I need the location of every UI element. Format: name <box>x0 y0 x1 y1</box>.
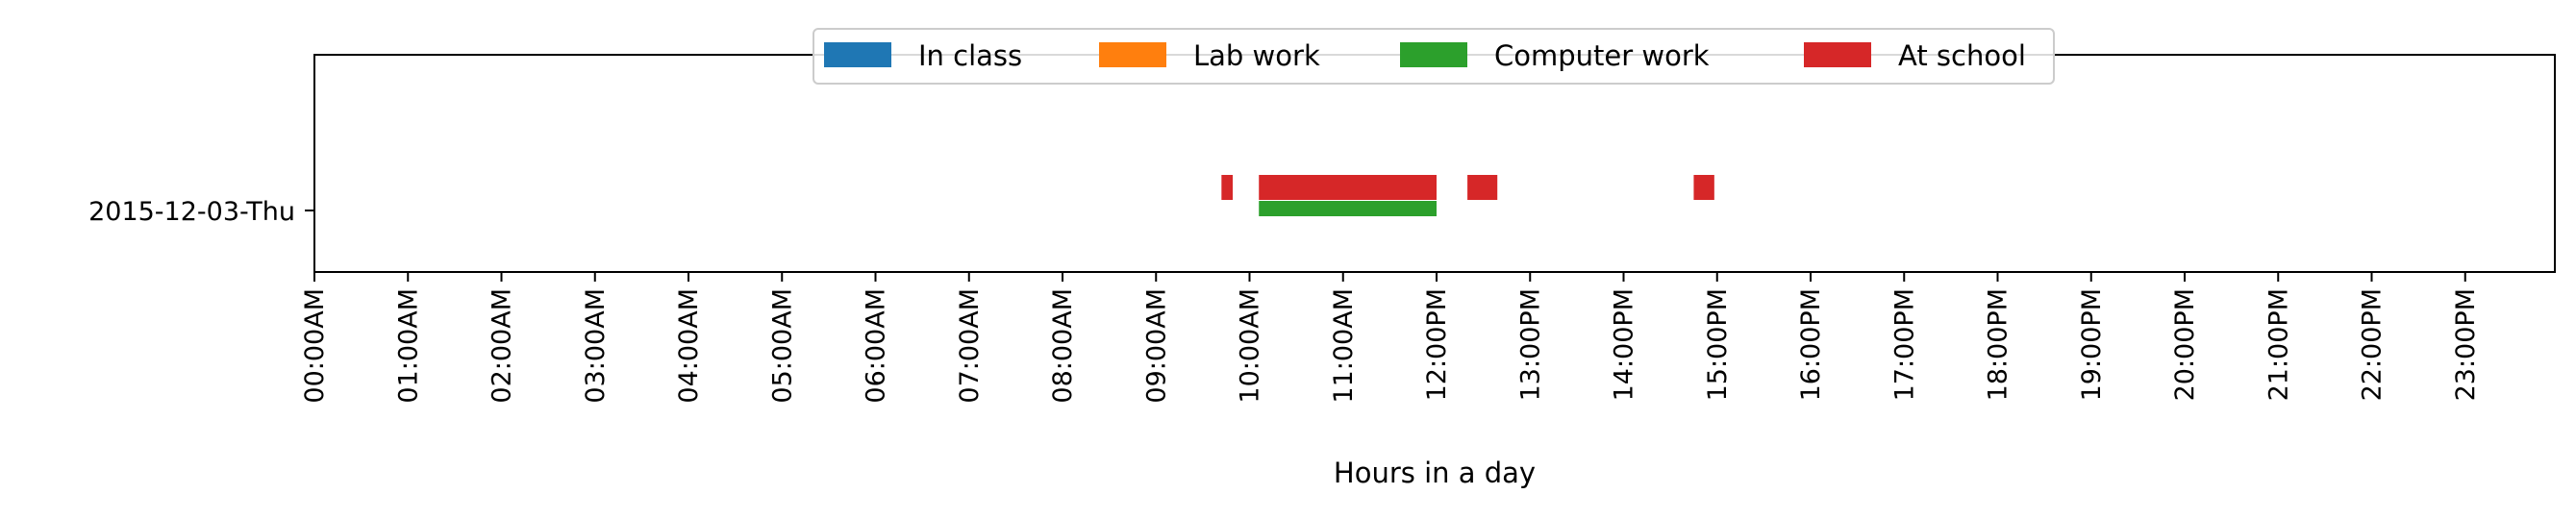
x-tick-label: 01:00AM <box>393 288 423 404</box>
x-tick-label: 09:00AM <box>1141 288 1171 404</box>
plot-frame <box>313 54 2556 273</box>
x-tick-label: 22:00PM <box>2358 288 2388 401</box>
x-tick-label: 18:00PM <box>1984 288 2013 401</box>
legend-swatch-lab-work <box>1099 42 1166 67</box>
x-tick-label: 11:00AM <box>1329 288 1359 404</box>
x-tick-label: 05:00AM <box>767 288 797 404</box>
x-tick-label: 06:00AM <box>862 288 891 404</box>
x-tick-label: 19:00PM <box>2077 288 2107 401</box>
x-tick-label: 21:00PM <box>2263 288 2293 401</box>
legend-swatch-computer-work <box>1400 42 1467 67</box>
x-tick-label: 10:00AM <box>1236 288 1265 404</box>
x-tick-label: 23:00PM <box>2451 288 2481 401</box>
x-tick-label: 16:00PM <box>1796 288 1826 401</box>
x-tick-label: 15:00PM <box>1703 288 1733 401</box>
x-axis: 00:00AM 01:00AM 02:00AM 03:00AM 04:00AM 05:00… <box>300 272 2481 404</box>
bar-at-school-3 <box>1693 175 1714 200</box>
x-tick-label: 08:00AM <box>1048 288 1078 404</box>
bar-at-school-0 <box>1221 175 1233 200</box>
x-tick-label: 13:00PM <box>1515 288 1545 401</box>
legend-label: In class <box>918 39 1022 72</box>
bar-computer-work-0 <box>1259 201 1437 216</box>
x-tick-label: 14:00PM <box>1610 288 1639 401</box>
legend: In class Lab work Computer work At school <box>813 28 2055 85</box>
x-tick-label: 02:00AM <box>488 288 517 404</box>
x-tick-label: 17:00PM <box>1889 288 1919 401</box>
x-tick-label: 00:00AM <box>300 288 330 404</box>
x-tick-label: 03:00AM <box>581 288 611 404</box>
legend-swatch-in-class <box>824 42 891 67</box>
x-tick-label: 12:00PM <box>1422 288 1452 401</box>
y-tick-label: 2015-12-03-Thu <box>88 197 295 227</box>
bars-layer <box>1221 175 1714 216</box>
x-tick-label: 04:00AM <box>674 288 704 404</box>
y-axis: 2015-12-03-Thu <box>88 197 314 227</box>
x-tick-label: 20:00PM <box>2170 288 2200 401</box>
legend-label: Computer work <box>1494 39 1710 72</box>
x-tick-label: 07:00AM <box>955 288 985 404</box>
bar-at-school-1 <box>1259 175 1437 200</box>
x-axis-label: Hours in a day <box>1334 457 1536 489</box>
legend-swatch-at-school <box>1804 42 1871 67</box>
legend-label: Lab work <box>1193 39 1320 72</box>
bar-at-school-2 <box>1467 175 1498 200</box>
legend-label: At school <box>1898 39 2026 72</box>
